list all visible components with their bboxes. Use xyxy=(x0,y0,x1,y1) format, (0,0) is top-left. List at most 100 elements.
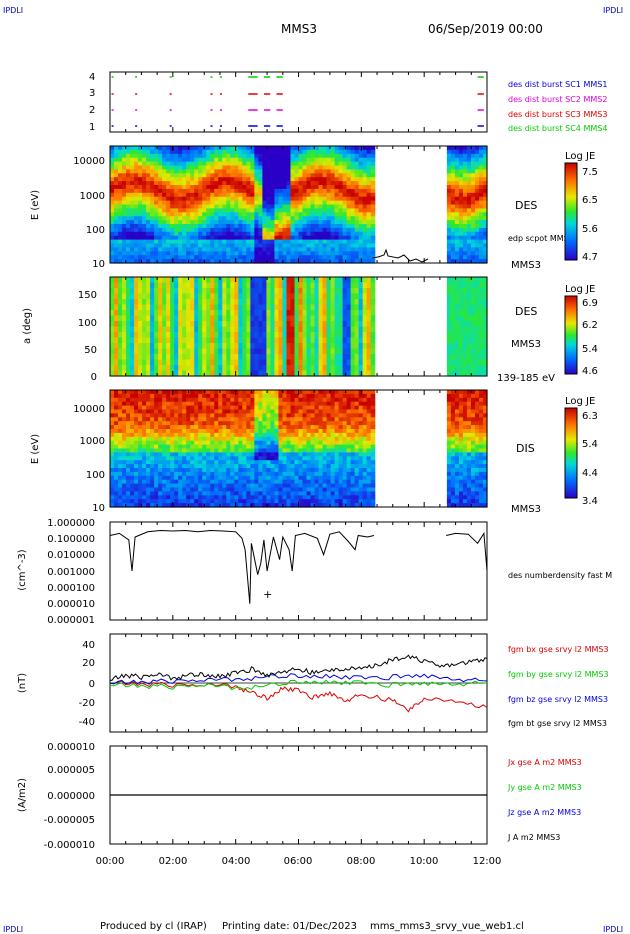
spectrogram-cell xyxy=(150,326,155,333)
spectrogram-cell xyxy=(282,157,288,163)
spectrogram-cell xyxy=(338,370,344,377)
spectrogram-cell xyxy=(138,499,143,504)
spectrogram-cell xyxy=(234,397,239,403)
spectrogram-cell xyxy=(122,200,127,206)
spectrogram-cell xyxy=(254,200,259,206)
spectrogram-cell xyxy=(274,165,280,170)
spectrogram-cell xyxy=(274,288,280,295)
spectrogram-cell xyxy=(170,429,175,434)
spectrogram-cell xyxy=(338,359,344,366)
spectrogram-cell xyxy=(322,251,328,256)
spectrogram-cell xyxy=(298,365,304,372)
spectrogram-cell xyxy=(266,491,272,496)
spectrogram-cell xyxy=(110,429,115,434)
spectrogram-cell xyxy=(230,161,235,167)
spectrogram-cell xyxy=(366,177,372,182)
spectrogram-cell xyxy=(206,432,211,438)
spectrogram-cell xyxy=(242,173,247,178)
spectrogram-cell xyxy=(134,370,139,377)
spectrogram-cell xyxy=(454,196,460,202)
spectrogram-cell xyxy=(346,337,352,344)
spectrogram-cell xyxy=(150,475,155,481)
spectrogram-cell xyxy=(158,432,163,438)
spectrogram-cell xyxy=(218,444,223,450)
spectrogram-cell xyxy=(110,503,115,508)
spectrogram-cell xyxy=(138,255,143,260)
spectrogram-cell xyxy=(170,460,175,465)
spectrogram-cell xyxy=(306,157,312,163)
spectrogram-cell xyxy=(186,231,191,237)
spectrogram-cell xyxy=(350,224,356,229)
spectrogram-cell xyxy=(470,200,476,206)
spectrogram-cell xyxy=(318,293,324,300)
spectrogram-cell xyxy=(158,282,163,289)
spectrogram-cell xyxy=(166,337,171,344)
spectrogram-cell xyxy=(270,337,276,344)
spectrogram-cell xyxy=(346,149,352,155)
spectrogram-cell xyxy=(330,169,336,174)
spectrogram-cell xyxy=(294,157,300,163)
spectrogram-cell xyxy=(366,370,372,377)
spectrogram-cell xyxy=(154,243,159,248)
spectrogram-cell xyxy=(118,332,123,339)
spectrogram-cell xyxy=(346,192,352,198)
spectrogram-cell xyxy=(270,417,276,422)
spectrogram-cell xyxy=(230,227,235,233)
spectrogram-cell xyxy=(450,220,456,225)
spectrogram-cell xyxy=(258,429,263,434)
spectrogram-cell xyxy=(158,177,163,182)
spectrogram-cell xyxy=(142,348,147,355)
spectrogram-cell xyxy=(214,235,219,241)
spectrogram-cell xyxy=(258,231,263,237)
spectrogram-cell xyxy=(346,299,352,306)
spectrogram-cell xyxy=(274,354,280,361)
spectrogram-cell xyxy=(366,247,372,252)
spectrogram-cell xyxy=(114,405,119,411)
spectrogram-cell xyxy=(362,337,368,344)
spectrogram-cell xyxy=(138,464,143,469)
spectrogram-cell xyxy=(214,337,219,344)
spectrogram-cell xyxy=(114,475,119,481)
spectrogram-cell xyxy=(274,235,280,241)
spectrogram-cell xyxy=(262,390,268,395)
spectrogram-cell xyxy=(178,216,183,221)
spectrogram-cell xyxy=(318,157,324,163)
spectrogram-cell xyxy=(118,354,123,361)
spectrogram-cell xyxy=(158,456,163,461)
spectrogram-cell xyxy=(110,153,115,159)
spectrogram-cell xyxy=(142,432,147,438)
spectrogram-cell xyxy=(182,409,187,414)
spectrogram-cell xyxy=(150,499,155,504)
spectrogram-cell xyxy=(346,277,352,284)
spectrogram-cell xyxy=(110,348,115,355)
spectrogram-cell xyxy=(286,343,292,350)
spectrogram-cell xyxy=(226,405,231,411)
spectrogram-cell xyxy=(218,503,223,508)
spectrogram-cell xyxy=(254,255,259,260)
spectrogram-cell xyxy=(454,293,460,300)
spectrogram-cell xyxy=(186,208,191,213)
spectrogram-cell xyxy=(182,444,187,450)
spectrogram-cell xyxy=(126,401,131,407)
spectrogram-cell xyxy=(222,440,227,446)
spectrogram-cell xyxy=(294,177,300,182)
spectrogram-cell xyxy=(346,332,352,339)
spectrogram-cell xyxy=(266,401,272,407)
spectrogram-cell xyxy=(274,216,280,221)
spectrogram-cell xyxy=(338,288,344,295)
spectrogram-cell xyxy=(226,293,231,300)
spectrogram-cell xyxy=(206,200,211,206)
spectrogram-cell xyxy=(178,499,183,504)
spectrogram-cell xyxy=(306,288,312,295)
spectrogram-cell xyxy=(218,401,223,407)
spectrogram-cell xyxy=(342,188,348,194)
spectrogram-cell xyxy=(326,337,332,344)
spectrogram-cell xyxy=(150,299,155,306)
spectrogram-cell xyxy=(130,224,135,229)
spectrogram-cell xyxy=(250,165,255,170)
spectrogram-cell xyxy=(302,359,308,366)
spectrogram-cell xyxy=(266,390,272,395)
spectrogram-cell xyxy=(458,239,464,245)
spectrogram-cell xyxy=(146,479,151,485)
spectrogram-cell xyxy=(278,227,284,233)
